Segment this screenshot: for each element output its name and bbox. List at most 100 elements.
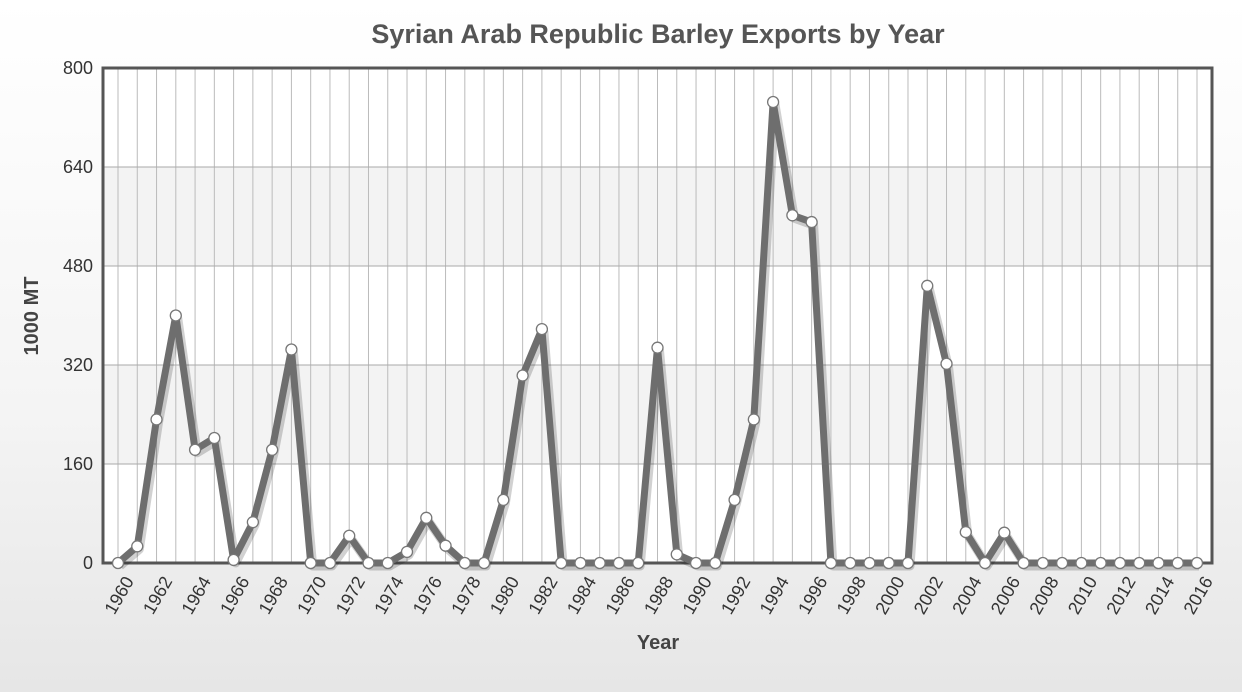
data-point [535,322,549,336]
x-tick-label: 2014 [1141,573,1178,618]
x-tick-label: 1992 [717,573,754,618]
y-tick-label: 480 [63,256,93,276]
data-point [304,556,317,570]
x-tick-label: 1988 [640,573,677,618]
y-tick-label: 0 [83,553,93,573]
data-point [593,556,606,570]
data-point [420,511,433,524]
y-axis-label: 1000 MT [21,277,43,356]
data-point [689,556,703,570]
data-point [1171,556,1184,570]
x-tick-label: 1982 [524,573,561,618]
data-point [670,548,683,561]
x-tick-label: 2004 [948,573,985,618]
x-tick-label: 1984 [563,573,600,618]
x-tick-label: 1968 [255,573,292,618]
data-point [1075,556,1088,570]
x-tick-label: 1962 [139,573,176,618]
x-tick-label: 1960 [101,573,138,618]
data-point [1133,556,1146,570]
x-tick-label: 1980 [486,573,523,618]
x-tick-label: 1986 [601,573,638,618]
data-point [978,556,992,570]
data-point [458,556,471,570]
x-axis-label: Year [637,632,679,654]
x-tick-label: 2008 [1025,573,1062,618]
data-point [265,443,279,456]
data-point [131,540,144,553]
y-tick-label: 640 [63,157,93,177]
data-point [959,525,972,539]
data-point [150,413,163,426]
data-point [574,556,587,570]
data-point [381,556,394,570]
data-point [940,357,953,370]
data-point [285,343,298,356]
x-tick-label: 1998 [833,573,870,618]
x-tick-label: 1994 [756,573,793,618]
data-point [555,556,568,570]
x-tick-label: 1976 [409,573,446,618]
data-point [208,431,221,445]
series-layer [111,95,1204,571]
data-point [1190,556,1204,570]
x-tick-label: 2012 [1102,573,1139,618]
x-tick-label: 1970 [293,573,330,618]
data-point [882,556,895,570]
data-point [612,556,626,570]
data-point [362,556,375,570]
data-point [824,556,838,570]
data-point [844,556,857,570]
plot-border [101,66,1214,565]
data-point [246,516,260,529]
y-tick-labels: 0 160 320 480 640 800 [63,58,93,573]
chart-title: Syrian Arab Republic Barley Exports by Y… [371,19,945,49]
x-tick-label: 1964 [178,573,215,618]
data-point [1094,556,1107,570]
data-point [998,526,1011,539]
data-point [111,556,125,570]
data-point [439,539,452,552]
data-point [1113,556,1127,570]
x-tick-label: 2010 [1064,573,1101,618]
x-tick-label: 1974 [370,573,407,618]
x-tick-label: 1966 [216,573,253,618]
data-point [747,413,760,426]
y-tick-label: 800 [63,58,93,78]
data-point [766,95,780,109]
data-point [805,215,818,229]
data-point [709,556,722,570]
data-point [786,209,799,222]
x-tick-label: 2002 [910,573,947,618]
data-point [343,529,356,542]
data-point [169,309,182,322]
x-tick-label: 2016 [1180,573,1217,618]
x-tick-label: 2000 [871,573,908,618]
data-point [1055,556,1069,570]
x-tick-labels: 1960 1962 1964 1966 1968 1970 1972 1974 1976 1978… [101,573,1217,618]
y-tick-label: 160 [63,454,93,474]
x-tick-label: 1972 [332,573,369,618]
data-point [921,279,934,292]
x-tick-label: 1990 [679,573,716,618]
y-tick-label: 320 [63,355,93,375]
data-point [632,556,645,570]
data-point [323,556,337,570]
data-point [651,341,664,354]
x-tick-label: 1996 [794,573,831,618]
data-point [497,493,510,507]
data-point [1152,556,1165,570]
data-point [188,443,202,456]
data-point [901,556,915,570]
data-point [1036,556,1050,570]
x-tick-label: 2006 [987,573,1024,618]
data-point [728,493,741,507]
data-point [477,556,491,570]
data-point [863,556,876,570]
x-tick-label: 1978 [447,573,484,618]
data-point [1017,556,1030,570]
data-point [227,553,240,567]
data-point [516,369,529,382]
